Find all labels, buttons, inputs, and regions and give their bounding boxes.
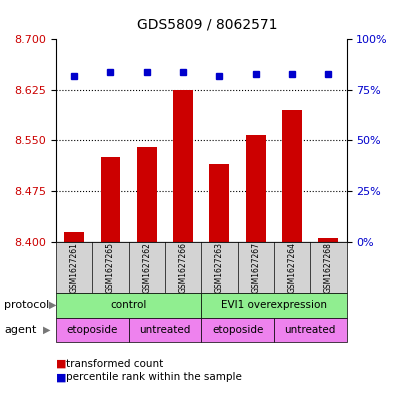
Text: GSM1627267: GSM1627267 [251, 242, 260, 293]
Text: transformed count: transformed count [66, 358, 163, 369]
Text: protocol: protocol [4, 300, 49, 310]
Text: GSM1627263: GSM1627263 [215, 242, 224, 293]
Bar [246, 135, 266, 242]
Bar [282, 110, 302, 242]
Bar [201, 318, 274, 342]
Bar [318, 238, 338, 242]
Text: GSM1627266: GSM1627266 [178, 242, 188, 293]
Bar [100, 157, 120, 242]
Text: EVI1 overexpression: EVI1 overexpression [221, 300, 327, 310]
Bar [56, 293, 201, 318]
Bar [129, 318, 201, 342]
Text: ▶: ▶ [43, 325, 51, 335]
Text: agent: agent [4, 325, 37, 335]
Text: ■: ■ [56, 358, 66, 369]
Bar [64, 231, 84, 242]
Text: ▶: ▶ [49, 300, 56, 310]
Bar [274, 318, 347, 342]
Text: etoposide: etoposide [212, 325, 263, 335]
Text: GSM1627268: GSM1627268 [324, 242, 333, 293]
Text: untreated: untreated [285, 325, 336, 335]
Text: untreated: untreated [139, 325, 190, 335]
Text: percentile rank within the sample: percentile rank within the sample [66, 372, 242, 382]
Text: GDS5809 / 8062571: GDS5809 / 8062571 [137, 18, 278, 32]
Text: ■: ■ [56, 372, 66, 382]
Bar [201, 293, 347, 318]
Text: GSM1627261: GSM1627261 [70, 242, 79, 293]
Text: GSM1627262: GSM1627262 [142, 242, 151, 293]
Text: GSM1627265: GSM1627265 [106, 242, 115, 293]
Text: control: control [110, 300, 147, 310]
Bar [173, 90, 193, 242]
Text: GSM1627264: GSM1627264 [288, 242, 297, 293]
Bar [210, 164, 229, 242]
Bar [56, 318, 129, 342]
Bar [137, 147, 157, 242]
Text: etoposide: etoposide [67, 325, 118, 335]
